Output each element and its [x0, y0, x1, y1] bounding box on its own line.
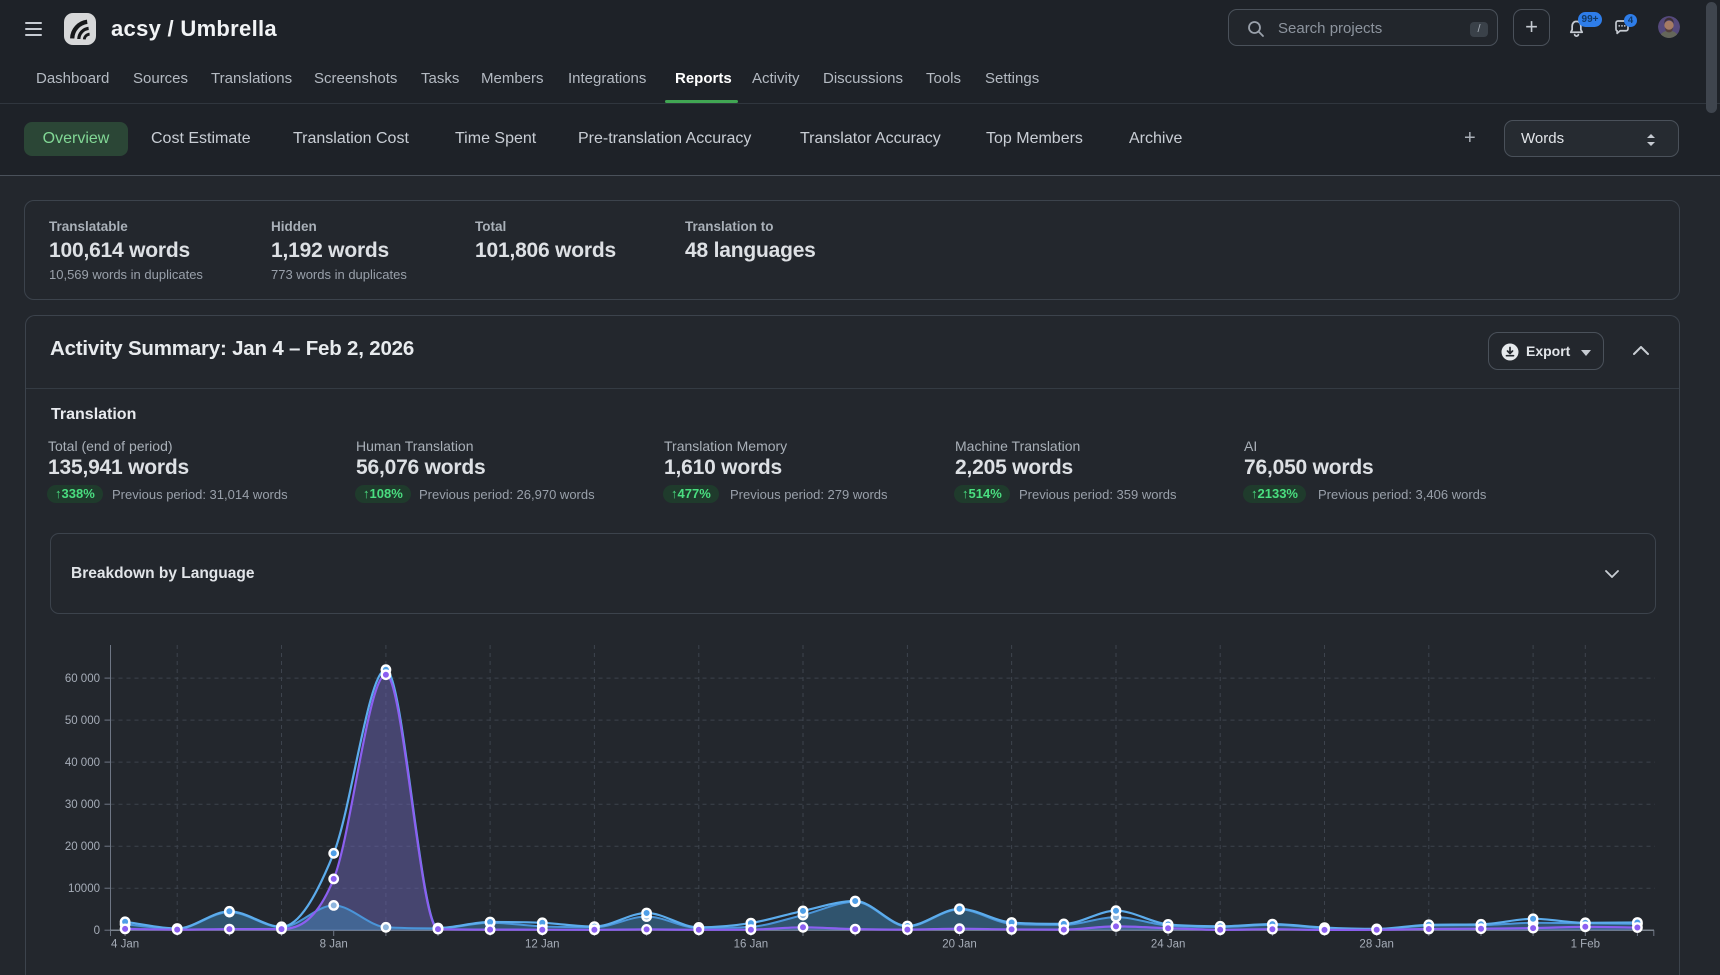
svg-text:20 000: 20 000 — [65, 841, 100, 853]
svg-text:0: 0 — [94, 925, 100, 937]
svg-text:4 Jan: 4 Jan — [111, 939, 139, 951]
svg-text:50 000: 50 000 — [65, 715, 100, 727]
svg-text:30 000: 30 000 — [65, 799, 100, 811]
svg-text:12 Jan: 12 Jan — [525, 939, 560, 951]
svg-text:16 Jan: 16 Jan — [734, 939, 769, 951]
svg-text:20 Jan: 20 Jan — [942, 939, 977, 951]
svg-text:24 Jan: 24 Jan — [1151, 939, 1186, 951]
svg-text:8 Jan: 8 Jan — [320, 939, 348, 951]
svg-text:40 000: 40 000 — [65, 757, 100, 769]
svg-text:1 Feb: 1 Feb — [1571, 939, 1600, 951]
svg-text:28 Jan: 28 Jan — [1359, 939, 1394, 951]
svg-text:10000: 10000 — [68, 883, 100, 895]
svg-text:60 000: 60 000 — [65, 673, 100, 685]
